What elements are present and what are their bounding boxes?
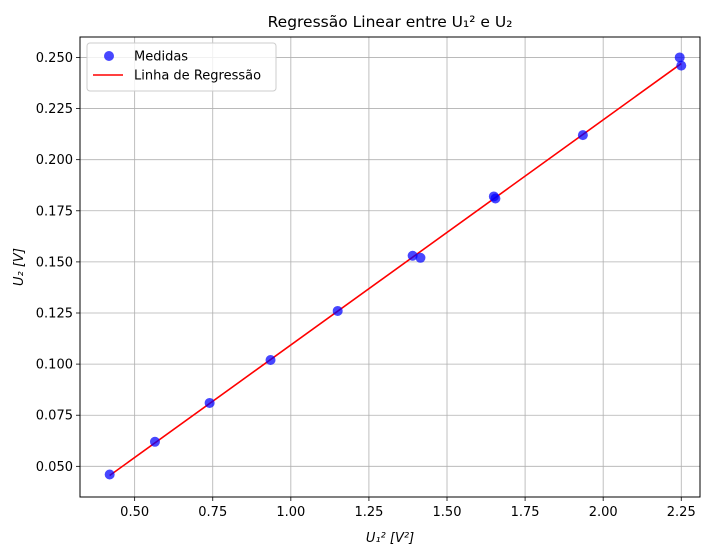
scatter-points-group [104,52,687,480]
x-tick-label: 2.00 [589,505,618,520]
y-axis-label: U₂ [V] [12,248,27,286]
x-tick-label: 1.50 [433,505,462,520]
y-axis-ticks: 0.050 0.075 0.100 0.125 0.150 0.175 0.200 0.225… [36,51,80,475]
legend-scatter-marker [104,51,114,61]
grid [80,37,700,497]
chart-title: Regressão Linear entre U₁² e U₂ [268,13,513,31]
x-tick-label: 0.75 [198,505,227,520]
scatter-point [415,252,426,263]
scatter-point [332,305,343,316]
legend-label-regression: Linha de Regressão [134,69,261,84]
x-axis-label: U₁² [V²] [366,531,414,546]
scatter-point [265,355,276,366]
x-tick-label: 1.00 [276,505,305,520]
x-tick-label: 1.75 [511,505,540,520]
scatter-point [149,436,160,447]
scatter-point [490,193,501,204]
scatter-point [577,130,588,141]
y-tick-label: 0.200 [36,153,73,168]
scatter-point [676,60,687,71]
y-tick-label: 0.050 [36,460,73,475]
scatter-point [104,469,115,480]
scatter-point [407,250,418,261]
x-tick-label: 1.25 [354,505,383,520]
y-tick-label: 0.225 [36,102,73,117]
y-tick-label: 0.150 [36,255,73,270]
y-tick-label: 0.250 [36,51,73,66]
y-tick-label: 0.100 [36,358,73,373]
legend-box [86,42,277,92]
x-tick-label: 2.25 [667,505,696,520]
legend: Medidas Linha de Regressão [86,42,277,92]
y-tick-label: 0.125 [36,307,73,322]
x-tick-label: 0.50 [120,505,149,520]
legend-label-measurements: Medidas [134,50,188,65]
plot-frame [79,36,701,498]
y-tick-label: 0.075 [36,409,73,424]
x-axis-ticks: 0.50 0.75 1.00 1.25 1.50 1.75 2.00 2.25 [120,497,696,520]
scatter-point [204,397,215,408]
y-tick-label: 0.175 [36,204,73,219]
scatter-point [674,52,685,63]
